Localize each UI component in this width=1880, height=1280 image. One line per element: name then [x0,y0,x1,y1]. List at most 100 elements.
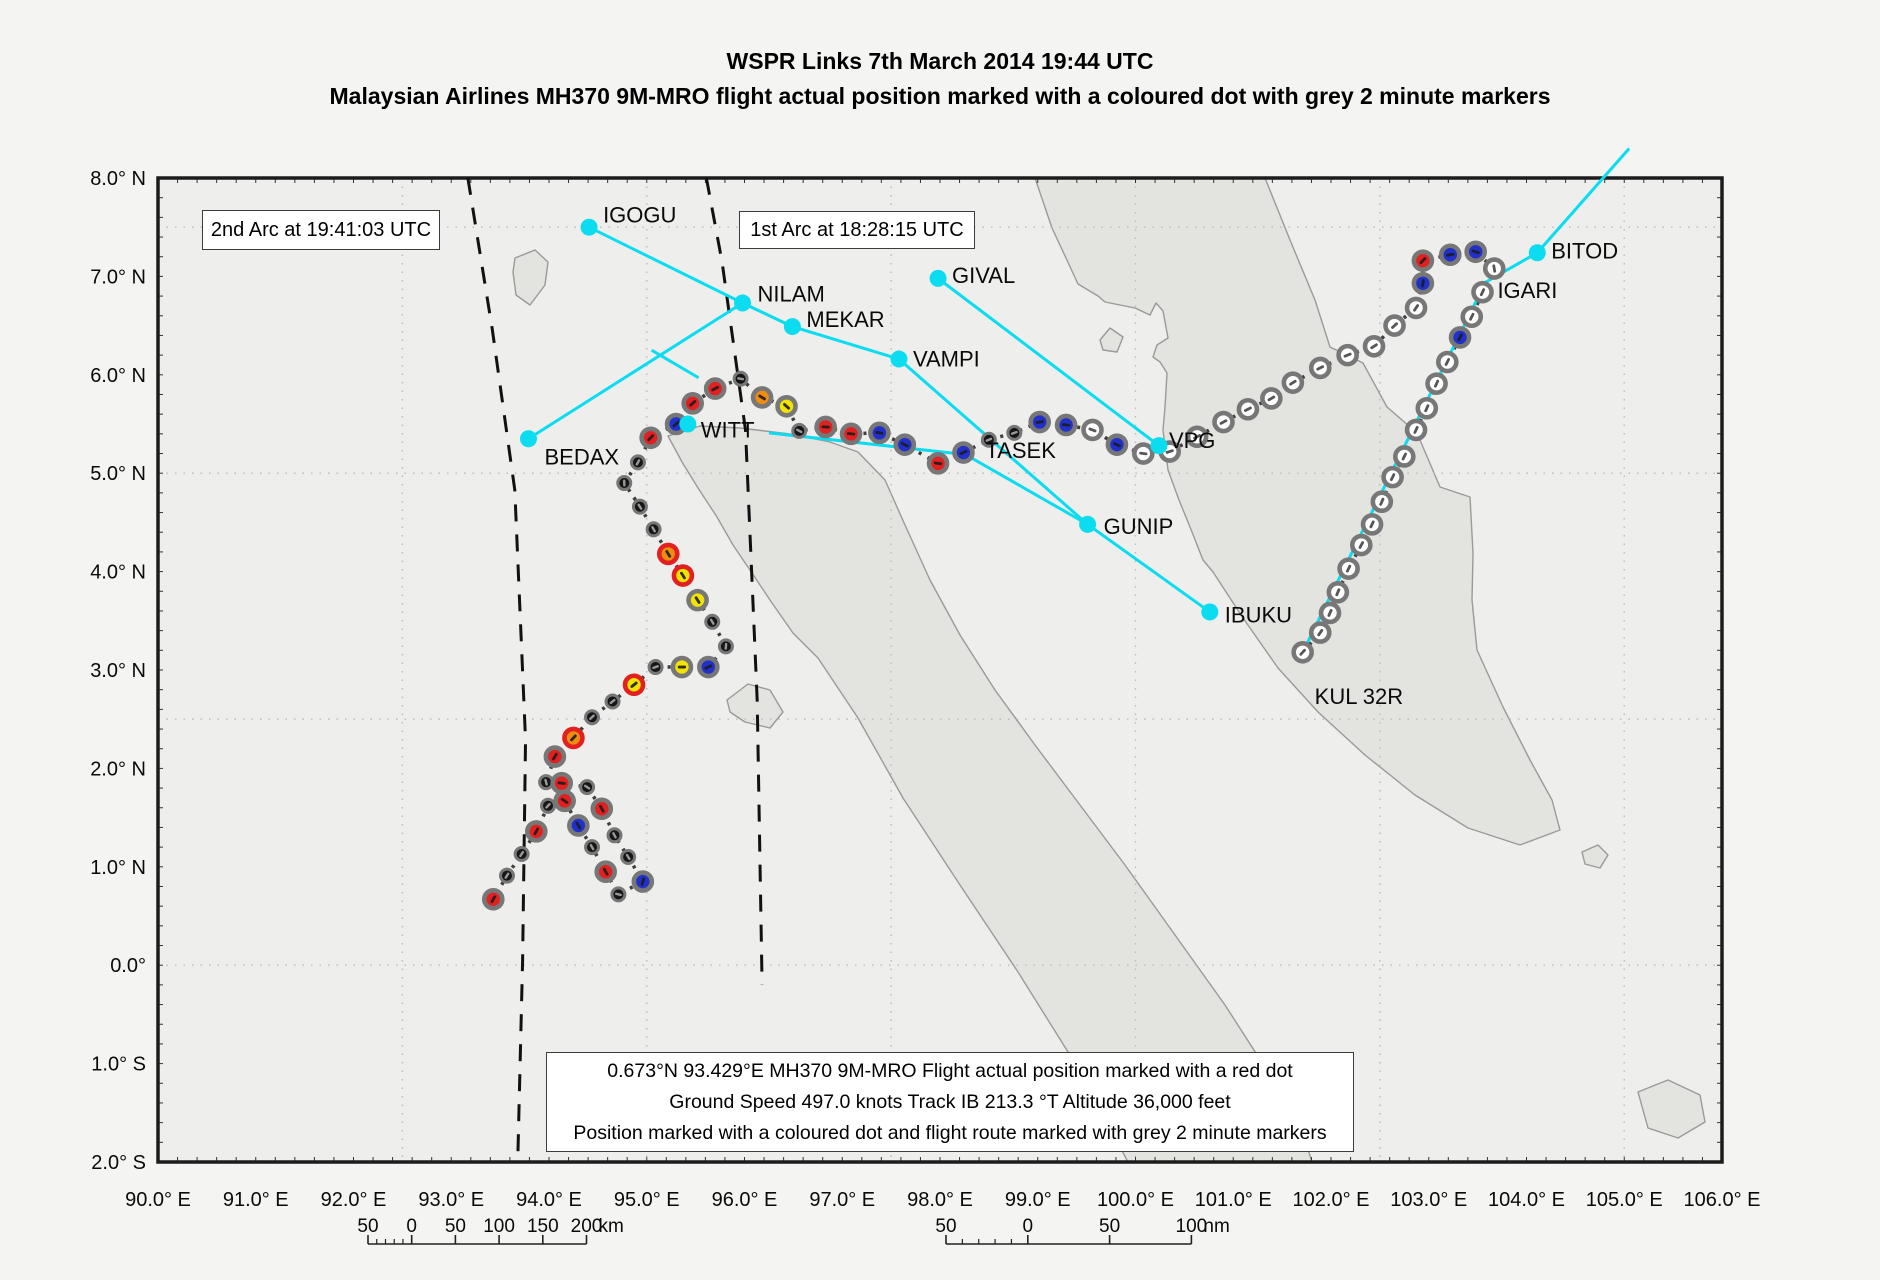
wspr-position-dot [594,860,617,884]
waypoint-label-igari: IGARI [1497,278,1557,303]
x-tick-label: 91.0° E [223,1189,289,1211]
landmass-island_se1 [1637,1079,1706,1139]
waypoint-dot-mekar [783,318,801,336]
two-minute-marker [1308,621,1332,644]
two-minute-marker [1370,490,1394,514]
waypoint-label-gunip: GUNIP [1104,514,1174,539]
two-minute-marker [1185,425,1209,449]
wspr-position-dot [647,659,664,676]
second-arc-label: 2nd Arc at 19:41:03 UTC [210,218,432,241]
waypoint-label-kul-32r: KUL 32R [1315,684,1403,709]
scalebar-label: 150 [527,1216,559,1237]
scalebar-unit: nm [1203,1216,1229,1237]
waypoint-label-bitod: BITOD [1551,238,1618,263]
two-minute-marker [1326,580,1350,604]
waypoint-label-mekar: MEKAR [806,307,884,332]
y-tick-label: 4.0° N [90,562,146,584]
two-minute-marker [1337,557,1360,580]
position-info-box: 0.673°N 93.429°E MH370 9M-MRO Flight act… [546,1052,1354,1152]
info-line-position: 0.673°N 93.429°E MH370 9M-MRO Flight act… [607,1059,1293,1082]
wspr-position-dot [562,726,585,750]
wspr-position-dot [717,638,734,655]
wspr-position-dot [671,564,695,587]
two-minute-marker [1336,343,1359,367]
two-minute-marker [1212,410,1235,434]
link-nilam-spur [650,348,700,380]
waypoint-label-vpg: VPG [1169,428,1215,453]
waypoint-label-bedax: BEDAX [544,444,619,469]
link-gival-vpg [937,277,1160,447]
waypoint-dot-gunip [1079,515,1097,533]
waypoint-dot-bedax [519,430,537,448]
two-minute-marker [1381,465,1404,489]
scalebar-label: 50 [445,1216,466,1237]
scalebar-label: 200 [571,1216,603,1237]
two-minute-marker [1236,397,1260,421]
two-minute-marker [1350,533,1373,557]
x-tick-label: 103.0° E [1390,1189,1467,1211]
two-minute-marker [1281,371,1305,394]
wspr-position-dot [604,693,621,710]
wspr-position-dot [513,846,530,863]
chart-title-line2: Malaysian Airlines MH370 9M-MRO flight a… [329,83,1551,109]
waypoint-dot-nilam [734,294,752,312]
waypoint-dot-igogu [580,218,598,236]
y-tick-label: 2.0° S [91,1152,146,1174]
x-tick-label: 94.0° E [516,1189,582,1211]
wspr-position-dot [1438,243,1462,267]
two-minute-marker [1081,418,1104,442]
wspr-position-dot [1411,271,1435,295]
waypoint-label-witt: WITT [701,418,755,443]
wspr-position-dot [629,454,646,471]
link-bedax-nilam [527,301,744,441]
waypoint-dot-ibuku [1201,603,1219,621]
waypoint-label-gival: GIVAL [952,263,1015,288]
scalebar-label: 0 [406,1216,417,1237]
wspr-position-dot [980,431,997,448]
wspr-position-dot [616,475,633,492]
landmass-island_se2 [1581,844,1609,869]
waypoint-label-ibuku: IBUKU [1225,602,1292,627]
wspr-position-dot [524,820,548,843]
wspr-position-dot [553,789,576,813]
scalebar-label: 50 [1099,1216,1120,1237]
two-minute-marker [1425,372,1448,395]
waypoint-label-igogu: IGOGU [603,203,676,228]
y-tick-label: 2.0° N [90,758,146,780]
axis-tick-labels: 90.0° E 91.0° E 92.0° E 93.0° E 94.0° E 95.0°… [90,168,1760,1211]
wspr-position-dot [926,452,950,475]
dashed-arc-2nd [466,177,528,1163]
two-minute-marker [1415,396,1439,420]
two-minute-marker [1482,257,1506,280]
scalebar-label: 0 [1023,1216,1034,1237]
wspr-position-dot [622,673,646,697]
wspr-position-dot [814,415,837,439]
x-tick-label: 96.0° E [712,1189,778,1211]
wspr-position-dot [631,870,655,893]
wspr-position-dot [543,745,567,768]
scalebar-label: 100 [483,1216,515,1237]
wspr-position-dot [681,392,704,415]
x-tick-label: 101.0° E [1195,1189,1272,1211]
y-tick-label: 5.0° N [90,463,146,485]
wspr-position-dot [606,827,623,844]
link-igogu-nilam [588,225,744,305]
wspr-position-dot [839,422,863,446]
x-tick-label: 104.0° E [1488,1189,1565,1211]
info-line-speed: Ground Speed 497.0 knots Track IB 213.3 … [669,1090,1231,1113]
x-tick-label: 97.0° E [809,1189,875,1211]
chart-title-line1: WSPR Links 7th March 2014 19:44 UTC [726,48,1154,74]
link-tasek-gunip [964,453,1089,526]
two-minute-marker [1436,350,1459,374]
two-minute-marker [1404,418,1428,442]
two-minute-marker [1260,387,1283,410]
x-tick-label: 102.0° E [1293,1189,1370,1211]
two-minute-marker [1318,601,1342,625]
y-tick-label: 6.0° N [90,365,146,387]
info-line-legend: Position marked with a coloured dot and … [573,1121,1327,1144]
landmass-nicobar [512,249,549,306]
wspr-position-dot [1054,413,1078,437]
